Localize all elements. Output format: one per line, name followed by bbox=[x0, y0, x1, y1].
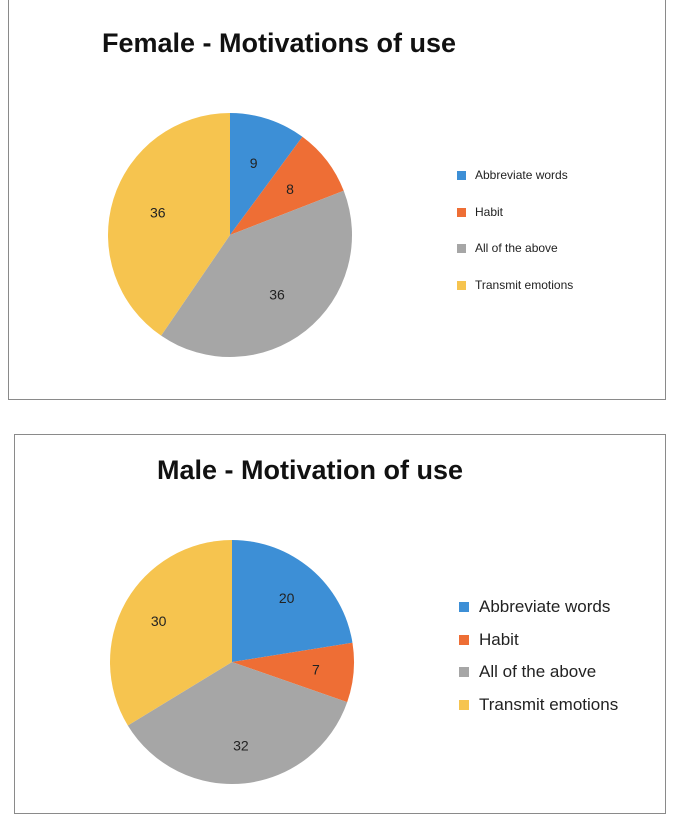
pie-slice-abbreviate-words bbox=[232, 540, 353, 662]
legend-label: All of the above bbox=[479, 662, 597, 681]
legend-item: Habit bbox=[457, 205, 573, 242]
legend-label: Abbreviate words bbox=[475, 168, 568, 182]
legend-label: All of the above bbox=[475, 241, 558, 255]
chart-title: Male - Motivation of use bbox=[156, 455, 464, 485]
pie-slice-habit bbox=[230, 136, 344, 235]
legend-swatch bbox=[457, 207, 466, 217]
data-label-all-of-the-above: 36 bbox=[269, 286, 285, 302]
female-chart-panel: Female - Motivations of use 9 8 36 36 Abbre… bbox=[8, 0, 666, 400]
male-chart-panel: Male - Motivation of use 20 7 32 30 Abbrevi… bbox=[14, 434, 666, 814]
legend-item: All of the above bbox=[457, 241, 573, 278]
legend-swatch bbox=[459, 634, 469, 645]
legend-label: Transmit emotions bbox=[479, 694, 619, 714]
data-label-transmit-emotions: 30 bbox=[151, 613, 167, 629]
legend-swatch bbox=[457, 171, 466, 180]
data-label-habit: 8 bbox=[286, 181, 294, 197]
legend-label: Transmit emotions bbox=[475, 277, 574, 292]
legend-swatch bbox=[459, 667, 469, 677]
pie-slice-transmit-emotions bbox=[110, 540, 232, 726]
pie-chart: 9 8 36 36 bbox=[108, 113, 352, 357]
legend-swatch bbox=[459, 602, 469, 612]
legend-item: Transmit emotions bbox=[459, 695, 618, 728]
legend-item: All of the above bbox=[459, 662, 618, 695]
legend-item: Abbreviate words bbox=[459, 597, 618, 630]
legend-item: Habit bbox=[459, 630, 618, 663]
legend-swatch bbox=[459, 699, 469, 710]
data-label-transmit-emotions: 36 bbox=[150, 205, 166, 221]
pie-slice-abbreviate-words bbox=[230, 113, 303, 235]
legend-item: Transmit emotions bbox=[457, 278, 573, 315]
data-label-abbreviate-words: 9 bbox=[250, 155, 258, 171]
chart-legend: Abbreviate words Habit All of the above … bbox=[459, 597, 618, 727]
legend-item: Abbreviate words bbox=[457, 168, 573, 205]
pie-slice-habit bbox=[232, 642, 354, 703]
legend-swatch bbox=[457, 244, 466, 253]
pie-slice-all-of-the-above bbox=[127, 662, 348, 784]
legend-label: Abbreviate words bbox=[479, 597, 611, 616]
legend-label: Habit bbox=[479, 629, 519, 649]
pie-slice-all-of-the-above bbox=[161, 190, 352, 357]
chart-legend: Abbreviate words Habit All of the above … bbox=[457, 168, 573, 314]
data-label-habit: 7 bbox=[312, 661, 320, 677]
pie-chart: 20 7 32 30 bbox=[110, 540, 354, 784]
pie-slice-transmit-emotions bbox=[108, 113, 230, 336]
data-label-abbreviate-words: 20 bbox=[279, 590, 295, 606]
chart-title: Female - Motivations of use bbox=[101, 28, 457, 58]
data-label-all-of-the-above: 32 bbox=[233, 738, 249, 754]
legend-label: Habit bbox=[475, 204, 504, 219]
legend-swatch bbox=[457, 280, 466, 290]
